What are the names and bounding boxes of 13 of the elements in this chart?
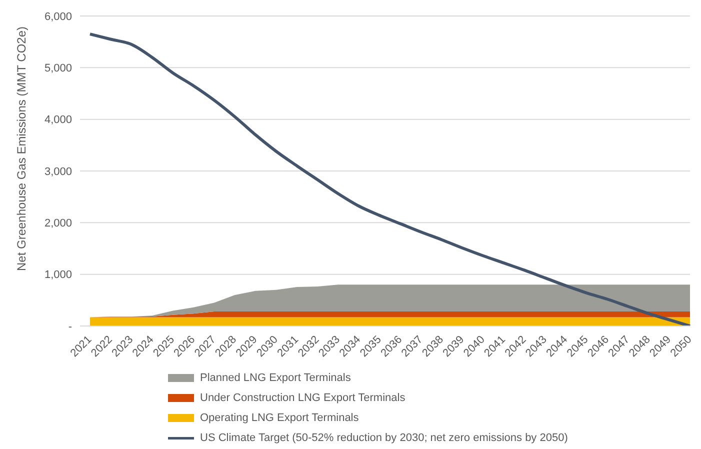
y-tick-label: 4,000 bbox=[44, 114, 72, 126]
y-tick-label: 2,000 bbox=[44, 218, 72, 230]
legend-label: Planned LNG Export Terminals bbox=[200, 372, 351, 384]
y-tick-label: 6,000 bbox=[44, 10, 72, 23]
legend-label: Under Construction LNG Export Terminals bbox=[200, 392, 406, 404]
y-axis-title: Net Greenhouse Gas Emissions (MMT CO2e) bbox=[14, 26, 28, 271]
legend-label: Operating LNG Export Terminals bbox=[200, 412, 359, 424]
y-tick-label: 5,000 bbox=[44, 62, 72, 75]
y-tick-label: 1,000 bbox=[44, 269, 72, 282]
y-tick-label: - bbox=[68, 320, 72, 333]
y-tick-label: 3,000 bbox=[44, 166, 72, 178]
legend-label: US Climate Target (50-52% reduction by 2030; net zero emissions by 2050) bbox=[200, 432, 568, 444]
line-series bbox=[88, 32, 692, 326]
